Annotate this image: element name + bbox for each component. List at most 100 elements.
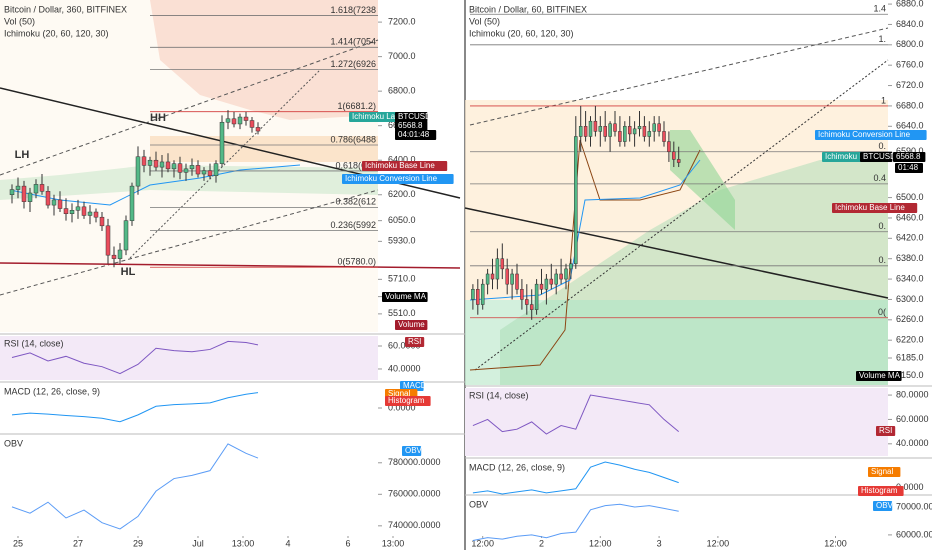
fib-label: 1. (878, 34, 886, 44)
y-tick-label: 6680.0 (896, 100, 924, 110)
badge (832, 203, 918, 213)
badge-label: 04:01:48 (398, 130, 430, 139)
y-tick-label: 80.0000 (896, 389, 929, 399)
y-tick-label: 6590.0 (896, 146, 924, 156)
candle-body (667, 141, 671, 153)
candle-body (207, 170, 213, 177)
y-tick-label: 6500.0 (896, 192, 924, 202)
candle-body (544, 278, 549, 290)
projection (670, 130, 735, 230)
candle-body (637, 126, 642, 130)
candle-body (189, 165, 195, 170)
y-tick-label: 6420.0 (896, 233, 924, 243)
candle-body (525, 299, 529, 305)
indicator-line (472, 461, 679, 495)
chart-title: Bitcoin / Dollar, 60, BITFINEX (469, 4, 587, 14)
candle-body (549, 278, 554, 285)
trend-line (464, 207, 889, 299)
candle-body (15, 185, 21, 190)
candle-body (219, 121, 225, 164)
indicator-label: Vol (50) (469, 16, 500, 26)
y-tick-label: 6800.0 (896, 39, 924, 49)
badge-label: MACD (403, 381, 427, 390)
badge (873, 501, 893, 511)
fib-label: 0(5780.0) (337, 257, 376, 267)
badge (405, 337, 425, 347)
x-tick-label: Jul (192, 538, 204, 548)
candle-body (69, 210, 75, 214)
fib-label: 1(6681.2) (337, 101, 376, 111)
indicator-line (472, 503, 679, 541)
candle-body (57, 199, 63, 209)
x-tick-label: 27 (73, 538, 83, 548)
pattern-label: HH (150, 112, 166, 124)
candle-body (27, 192, 33, 202)
trend-line (469, 27, 889, 126)
badge (349, 112, 408, 122)
candle-body (632, 128, 637, 135)
candle-body (672, 151, 676, 160)
chart-title: Bitcoin / Dollar, 360, BITFINEX (4, 4, 127, 14)
fib-label: 0.786(6488 (330, 134, 376, 144)
chart-panel: Bitcoin / Dollar, 360, BITFINEX Vol (50) I… (0, 0, 465, 548)
badge (860, 152, 893, 162)
y-tick-label: 6800.0 (388, 86, 416, 96)
panel-title: OBV (4, 438, 23, 448)
x-tick-label: 12:00 (471, 538, 494, 548)
ichimoku-cloud (500, 160, 888, 385)
candle-body (177, 163, 183, 173)
trend-line (129, 69, 321, 259)
candle-body (647, 131, 652, 137)
fib-label: 1 (881, 95, 886, 105)
candle-body (534, 283, 539, 310)
y-tick-label: 6220.0 (896, 335, 924, 345)
badge-label: Volume MA (385, 292, 427, 301)
badge-label: 6568.8 (896, 152, 921, 161)
y-tick-label: 40.0000 (388, 363, 421, 373)
candle-body (135, 156, 141, 187)
candle-body (153, 159, 159, 168)
candle-body (495, 258, 500, 280)
badge-label: BTCUSD (863, 152, 896, 161)
candle-body (608, 123, 612, 137)
y-tick-label: 6150.0 (896, 370, 924, 380)
badge-label: Ichimoku Conversion Line (345, 174, 438, 183)
candle-body (603, 126, 607, 137)
candle-body (225, 118, 231, 123)
candle-body (593, 120, 598, 132)
candle-body (652, 123, 656, 132)
y-tick-label: 0.0000 (388, 402, 416, 412)
support-line (0, 262, 461, 269)
candle-body (471, 289, 475, 300)
candle-body (500, 258, 505, 270)
x-tick-label: 4 (285, 538, 290, 548)
candle-body (583, 126, 588, 137)
x-tick-label: 25 (13, 538, 23, 548)
badge (395, 320, 428, 330)
candle-body (63, 208, 69, 214)
badge-label: Ichimoku Lag (352, 112, 400, 121)
fib-label: 0.382(612 (335, 197, 376, 207)
fib-label: 1.414(7054 (330, 37, 376, 47)
candle-body (662, 131, 666, 142)
badge-label: BTCUSD (398, 112, 431, 121)
candle-body (129, 185, 135, 221)
candle-body (255, 127, 261, 132)
badge-label: OBV (405, 446, 423, 455)
fib-label: 0.4 (873, 173, 886, 183)
y-tick-label: 60000.0000 (896, 529, 932, 539)
badge-label: Ichimoku Base Line (835, 203, 905, 212)
y-tick-label: 60.0000 (896, 414, 929, 424)
candle-body (141, 156, 147, 166)
candle-body (147, 159, 153, 166)
fib-label: 0.236(5992 (330, 220, 376, 230)
y-tick-label: 60.0000 (388, 340, 421, 350)
candle-body (574, 136, 578, 265)
candle-body (476, 289, 480, 305)
badge-label: RSI (879, 426, 892, 435)
x-tick-label: 29 (133, 538, 143, 548)
y-tick-label: 6050.0 (388, 215, 416, 225)
y-tick-label: 760000.0000 (388, 489, 441, 499)
candle-body (623, 126, 627, 142)
candle-body (117, 249, 123, 259)
